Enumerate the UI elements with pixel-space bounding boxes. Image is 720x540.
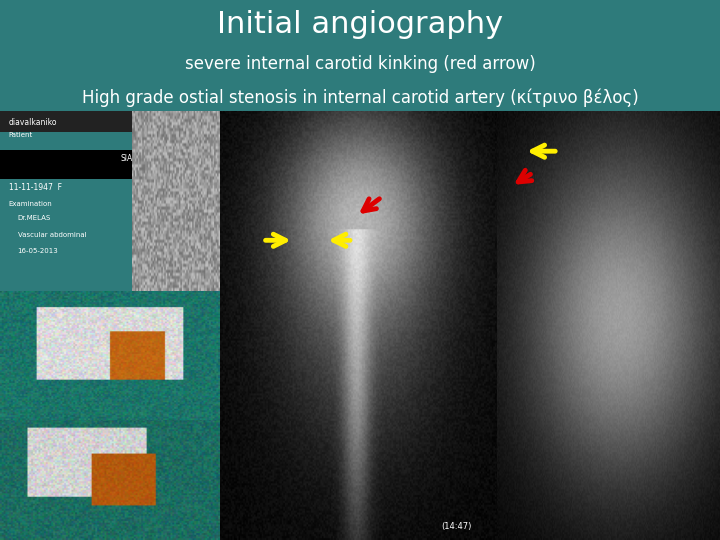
Text: 16-05-2013: 16-05-2013	[17, 248, 58, 254]
Text: Patient: Patient	[9, 132, 33, 138]
Text: 11-11-1947  F: 11-11-1947 F	[9, 183, 62, 192]
Text: Vascular abdominal: Vascular abdominal	[17, 232, 86, 238]
Bar	[0, 111, 220, 132]
Text: Examination: Examination	[9, 201, 53, 207]
Text: severe internal carotid kinking (red arrow): severe internal carotid kinking (red arr…	[184, 55, 536, 73]
Text: Initial angiography: Initial angiography	[217, 10, 503, 39]
Text: (14:47): (14:47)	[441, 522, 472, 531]
Text: Dr.MELAS: Dr.MELAS	[17, 215, 51, 221]
Text: SIA: SIA	[121, 154, 133, 163]
Text: High grade ostial stenosis in internal carotid artery (κίτρινο βέλος): High grade ostial stenosis in internal c…	[81, 88, 639, 107]
Text: diavalkaniko: diavalkaniko	[9, 118, 58, 127]
Bar	[0, 150, 143, 179]
